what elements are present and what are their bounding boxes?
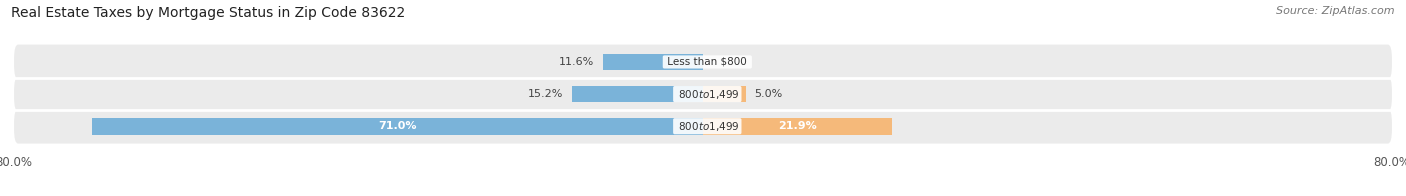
Bar [703, 86, 747, 103]
Text: 5.0%: 5.0% [755, 89, 783, 99]
Text: Less than $800: Less than $800 [664, 57, 751, 67]
Text: 21.9%: 21.9% [778, 121, 817, 131]
Bar [572, 86, 703, 103]
Text: 15.2%: 15.2% [529, 89, 564, 99]
Text: Source: ZipAtlas.com: Source: ZipAtlas.com [1277, 6, 1395, 16]
Bar [91, 118, 703, 135]
Text: $800 to $1,499: $800 to $1,499 [675, 88, 740, 101]
FancyBboxPatch shape [14, 45, 1392, 79]
Text: $800 to $1,499: $800 to $1,499 [675, 120, 740, 133]
FancyBboxPatch shape [14, 77, 1392, 112]
Text: 71.0%: 71.0% [378, 121, 416, 131]
Bar [603, 54, 703, 70]
Text: Real Estate Taxes by Mortgage Status in Zip Code 83622: Real Estate Taxes by Mortgage Status in … [11, 6, 405, 20]
FancyBboxPatch shape [14, 109, 1392, 143]
Bar [703, 118, 891, 135]
Text: 11.6%: 11.6% [560, 57, 595, 67]
